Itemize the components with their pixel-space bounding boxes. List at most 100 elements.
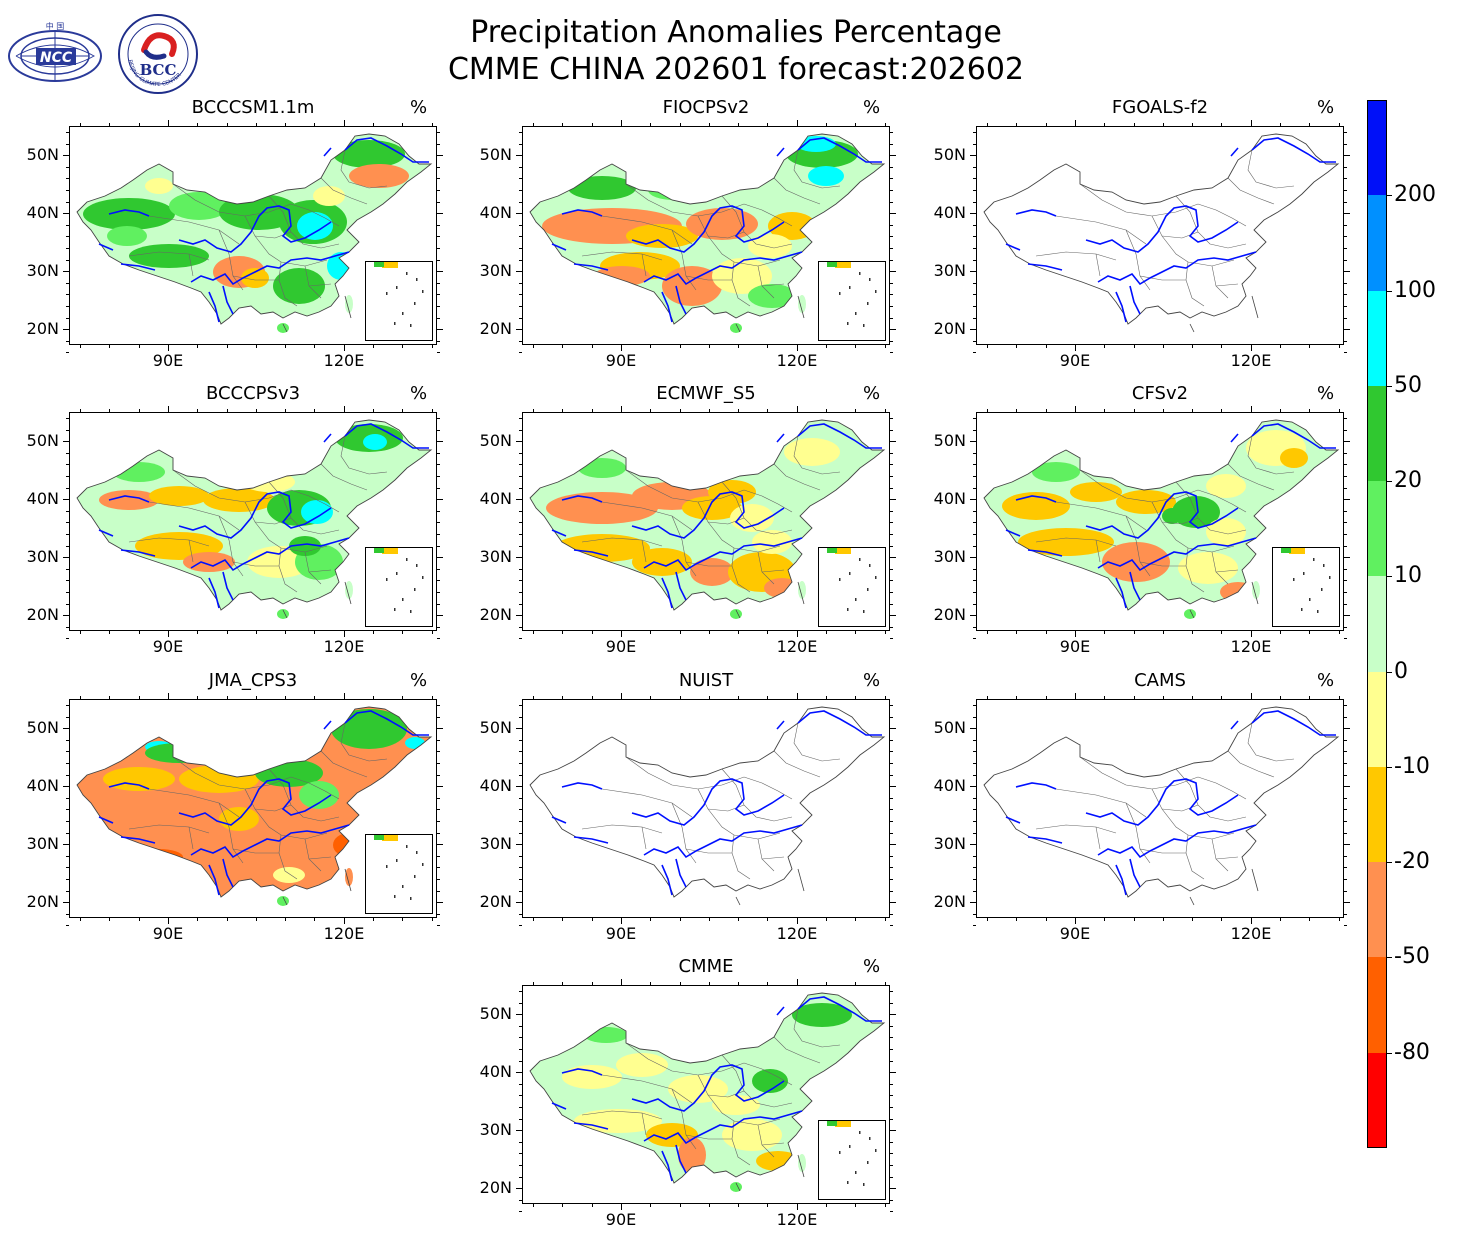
province-border [707,804,745,812]
river [178,778,332,826]
minor-tick [973,499,976,501]
minor-tick [533,982,534,985]
minor-tick [973,638,976,640]
colorbar-tick [1387,290,1392,292]
minor-tick [1344,913,1347,915]
minor-tick [437,545,440,547]
lat-tick-label: 40N [26,489,59,508]
minor-tick [620,345,622,348]
minor-tick [1045,918,1047,921]
minor-tick [519,429,522,431]
minor-tick [890,1049,893,1050]
inset-coast [835,1121,851,1127]
province-border [232,848,279,854]
province-border [625,469,745,503]
minor-tick [1074,696,1076,699]
minor-tick [109,696,111,699]
minor-tick [519,1165,522,1166]
minor-tick [890,1153,893,1155]
province-border [268,195,340,249]
minor-tick [826,696,827,699]
colorbar-label: -50 [1394,944,1430,970]
minor-tick [1344,329,1347,331]
minor-tick [890,786,893,788]
minor-tick [650,409,652,412]
river [661,864,673,896]
inset-island [394,608,396,611]
minor-tick [533,409,534,412]
inset-island [859,272,861,275]
taiwan-island [345,295,353,313]
minor-tick [1133,918,1135,921]
island-outline [735,1154,805,1192]
colorbar-label: 20 [1394,468,1422,494]
minor-tick [519,763,522,764]
province-border [172,469,292,503]
minor-tick [890,329,893,331]
minor-tick [1016,696,1018,699]
minor-tick [80,345,81,348]
lat-tick-label: 40N [479,489,512,508]
south-china-sea-inset [365,834,433,914]
lat-tick-mark-right [890,155,896,156]
minor-tick [973,282,976,284]
minor-tick [890,821,893,822]
minor-tick [973,329,976,331]
anomaly-region [83,198,175,230]
province-border [731,1120,751,1166]
minor-tick [437,329,440,331]
minor-tick [519,615,522,617]
inset-island [422,290,424,293]
lat-tick-mark-right [1344,844,1350,845]
minor-tick [1133,345,1135,348]
river [222,571,234,601]
minor-tick [890,774,893,776]
colorbar-tick [1387,576,1392,578]
river [643,824,803,859]
colorbar-swatch [1367,481,1387,577]
minor-tick [519,568,522,570]
minor-tick [884,1204,886,1207]
province-border [641,826,647,850]
minor-tick [1344,224,1347,226]
minor-tick [437,487,440,489]
lon-tick-mark [797,1204,798,1210]
river [675,571,687,601]
province-border [671,515,697,577]
minor-tick [519,441,522,443]
minor-tick [1192,918,1194,921]
minor-tick [1074,918,1076,921]
minor-tick [890,476,893,477]
province-border [188,539,194,563]
minor-tick [1344,441,1347,443]
river [1129,285,1141,315]
minor-tick [796,345,798,348]
river [1251,710,1336,736]
province-border [761,856,785,860]
lat-tick-label: 30N [26,834,59,853]
minor-tick [973,568,976,570]
province-border [340,149,388,189]
minor-tick [890,487,893,489]
river [561,495,603,503]
inset-island [867,1161,869,1164]
minor-tick [679,696,681,699]
lon-tick-label: 120E [323,924,365,943]
minor-tick [890,352,893,354]
minor-tick [890,236,893,238]
map-svg [529,706,886,906]
minor-tick [519,797,522,799]
minor-tick [973,890,976,892]
minor-tick [66,615,69,617]
minor-tick [796,696,798,699]
inset-map [374,548,424,613]
country-border [529,419,886,611]
minor-tick [66,340,69,342]
minor-tick [437,522,440,524]
minor-tick [890,890,893,892]
minor-tick [437,429,440,431]
minor-tick [890,294,893,296]
minor-tick [437,452,440,454]
minor-tick [796,123,798,126]
minor-tick [1344,728,1347,730]
